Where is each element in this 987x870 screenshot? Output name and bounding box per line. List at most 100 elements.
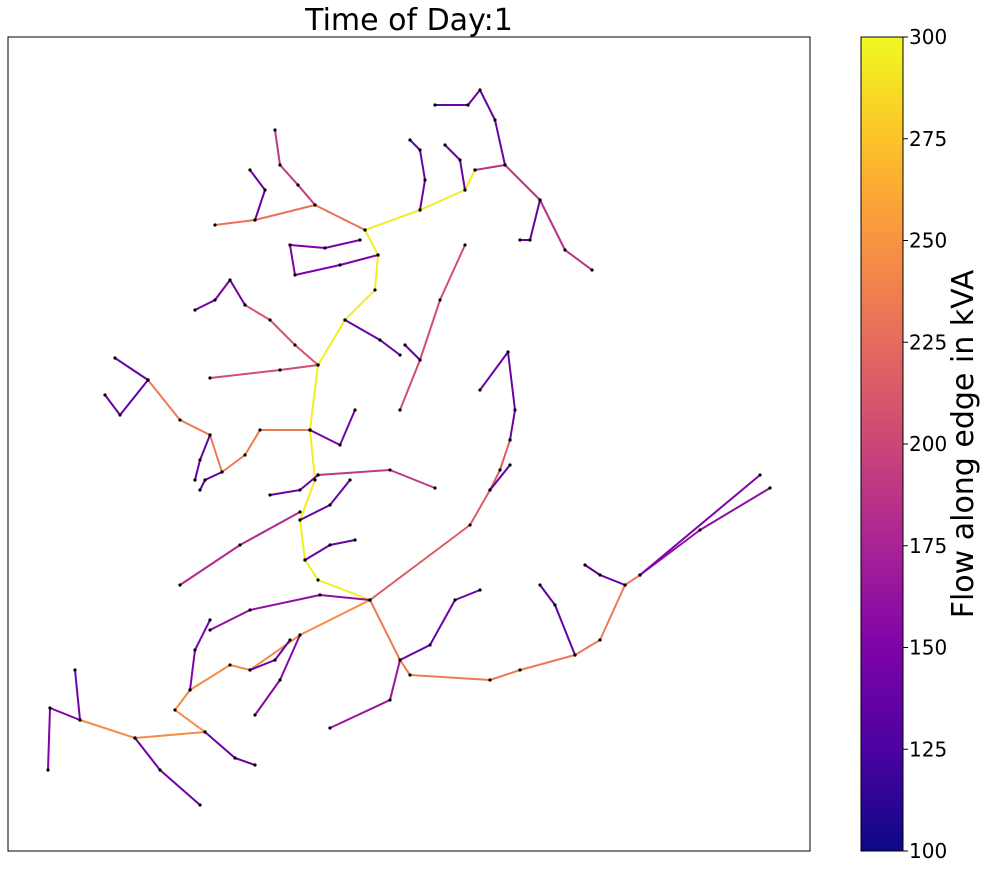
- network-node: [403, 343, 407, 347]
- colorbar-tick-label: 125: [909, 737, 947, 761]
- network-node: [458, 158, 462, 162]
- network-node: [418, 208, 422, 212]
- network-node: [478, 88, 482, 92]
- network-node: [398, 658, 402, 662]
- network-node: [376, 253, 380, 257]
- network-node: [358, 238, 362, 242]
- network-node: [328, 726, 332, 730]
- network-node: [583, 563, 587, 567]
- network-node: [208, 376, 212, 380]
- network-node: [308, 428, 312, 432]
- network-edge: [114, 357, 149, 381]
- network-node: [303, 558, 307, 562]
- network-node: [313, 203, 317, 207]
- network-node: [598, 573, 602, 577]
- network-edge: [244, 304, 319, 366]
- colorbar-tick-label: 250: [909, 229, 947, 253]
- network-node: [638, 573, 642, 577]
- network-node: [188, 688, 192, 692]
- network-node: [263, 188, 267, 192]
- colorbar-tick-label: 100: [909, 839, 947, 863]
- network-node: [178, 418, 182, 422]
- network-node: [508, 463, 512, 467]
- network-node: [316, 473, 320, 477]
- network-node: [438, 298, 442, 302]
- network-edge: [399, 244, 466, 411]
- network-node: [466, 103, 470, 107]
- network-node: [598, 638, 602, 642]
- network-node: [513, 408, 517, 412]
- network-node: [253, 218, 257, 222]
- network-edge: [639, 474, 761, 576]
- network-edge: [409, 139, 426, 211]
- network-node: [388, 468, 392, 472]
- network-node: [298, 633, 302, 637]
- network-node: [768, 486, 772, 490]
- network-node: [553, 603, 557, 607]
- network-node: [328, 503, 332, 507]
- network-node: [348, 478, 352, 482]
- network-node: [433, 486, 437, 490]
- network-node: [563, 248, 567, 252]
- network-node: [46, 768, 50, 772]
- network-node: [238, 543, 242, 547]
- network-node: [253, 763, 257, 767]
- network-node: [278, 678, 282, 682]
- network-node: [506, 350, 510, 354]
- network-node: [623, 583, 627, 587]
- network-node: [473, 168, 477, 172]
- network-node: [258, 428, 262, 432]
- plot-area: [7, 36, 811, 852]
- network-edge: [399, 589, 481, 661]
- network-node: [248, 608, 252, 612]
- network-node: [243, 303, 247, 307]
- network-node: [758, 473, 762, 477]
- network-node: [198, 803, 202, 807]
- network-node: [463, 243, 467, 247]
- network-node: [398, 408, 402, 412]
- network-node: [538, 583, 542, 587]
- colorbar-ticks: 100 125 150 175 200 225 250 275 300: [903, 25, 947, 863]
- network-node: [118, 413, 122, 417]
- network-graph: [46, 88, 772, 807]
- network-node: [338, 263, 342, 267]
- network-node: [323, 246, 327, 250]
- network-node: [203, 730, 207, 734]
- network-node: [158, 768, 162, 772]
- network-edge: [289, 239, 379, 276]
- network-node: [173, 708, 177, 712]
- network-node: [428, 643, 432, 647]
- network-node: [293, 273, 297, 277]
- colorbar-tick-label: 150: [909, 636, 947, 660]
- network-node: [248, 668, 252, 672]
- network-node: [198, 488, 202, 492]
- colorbar-tick-label: 175: [909, 534, 947, 558]
- network-edge: [489, 464, 511, 491]
- colorbar-tick-label: 275: [909, 127, 947, 151]
- network-node: [298, 518, 302, 522]
- network-node: [468, 523, 472, 527]
- chart-title: Time of Day:1: [304, 3, 513, 38]
- network-edge: [209, 594, 371, 631]
- colorbar-tick-label: 200: [909, 432, 947, 456]
- network-node: [418, 358, 422, 362]
- network-node: [103, 393, 107, 397]
- network-edge: [404, 344, 421, 361]
- network-edge: [299, 169, 476, 601]
- network-node: [208, 628, 212, 632]
- network-node: [278, 163, 282, 167]
- network-node: [203, 478, 207, 482]
- network-node: [220, 470, 224, 474]
- network-edge: [194, 279, 246, 311]
- network-node: [328, 543, 332, 547]
- network-node: [488, 488, 492, 492]
- network-node: [338, 443, 342, 447]
- network-node: [213, 298, 217, 302]
- network-edge: [274, 129, 316, 206]
- network-node: [316, 578, 320, 582]
- network-node: [193, 308, 197, 312]
- network-node: [193, 478, 197, 482]
- network-node: [208, 618, 212, 622]
- network-node: [318, 593, 322, 597]
- network-node: [243, 453, 247, 457]
